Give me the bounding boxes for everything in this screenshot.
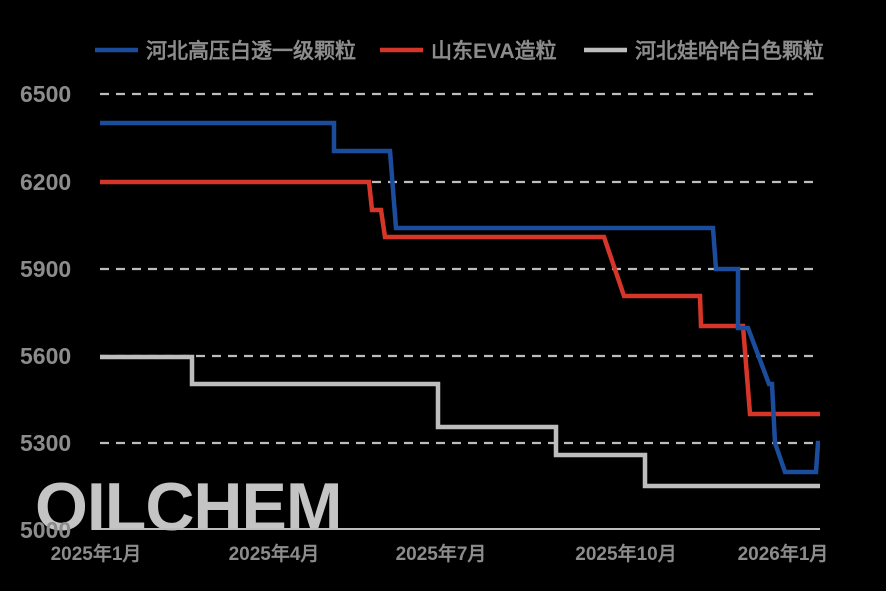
svg-text:2025年7月: 2025年7月 (396, 542, 487, 565)
svg-text:2025年4月: 2025年4月 (229, 542, 320, 565)
svg-text:山东EVA造粒: 山东EVA造粒 (431, 39, 557, 63)
svg-text:OILCHEM: OILCHEM (35, 469, 342, 545)
svg-text:河北高压白透一级颗粒: 河北高压白透一级颗粒 (146, 39, 356, 63)
svg-text:5300: 5300 (20, 430, 71, 456)
svg-text:2025年1月: 2025年1月 (51, 542, 142, 565)
svg-text:2026年1月: 2026年1月 (738, 542, 829, 565)
svg-text:2025年10月: 2025年10月 (575, 542, 676, 565)
svg-text:5600: 5600 (20, 343, 71, 369)
svg-text:6200: 6200 (20, 169, 71, 195)
svg-text:5900: 5900 (20, 256, 71, 282)
svg-text:5000: 5000 (20, 517, 71, 543)
svg-text:河北娃哈哈白色颗粒: 河北娃哈哈白色颗粒 (635, 39, 824, 63)
svg-text:6500: 6500 (20, 81, 71, 107)
